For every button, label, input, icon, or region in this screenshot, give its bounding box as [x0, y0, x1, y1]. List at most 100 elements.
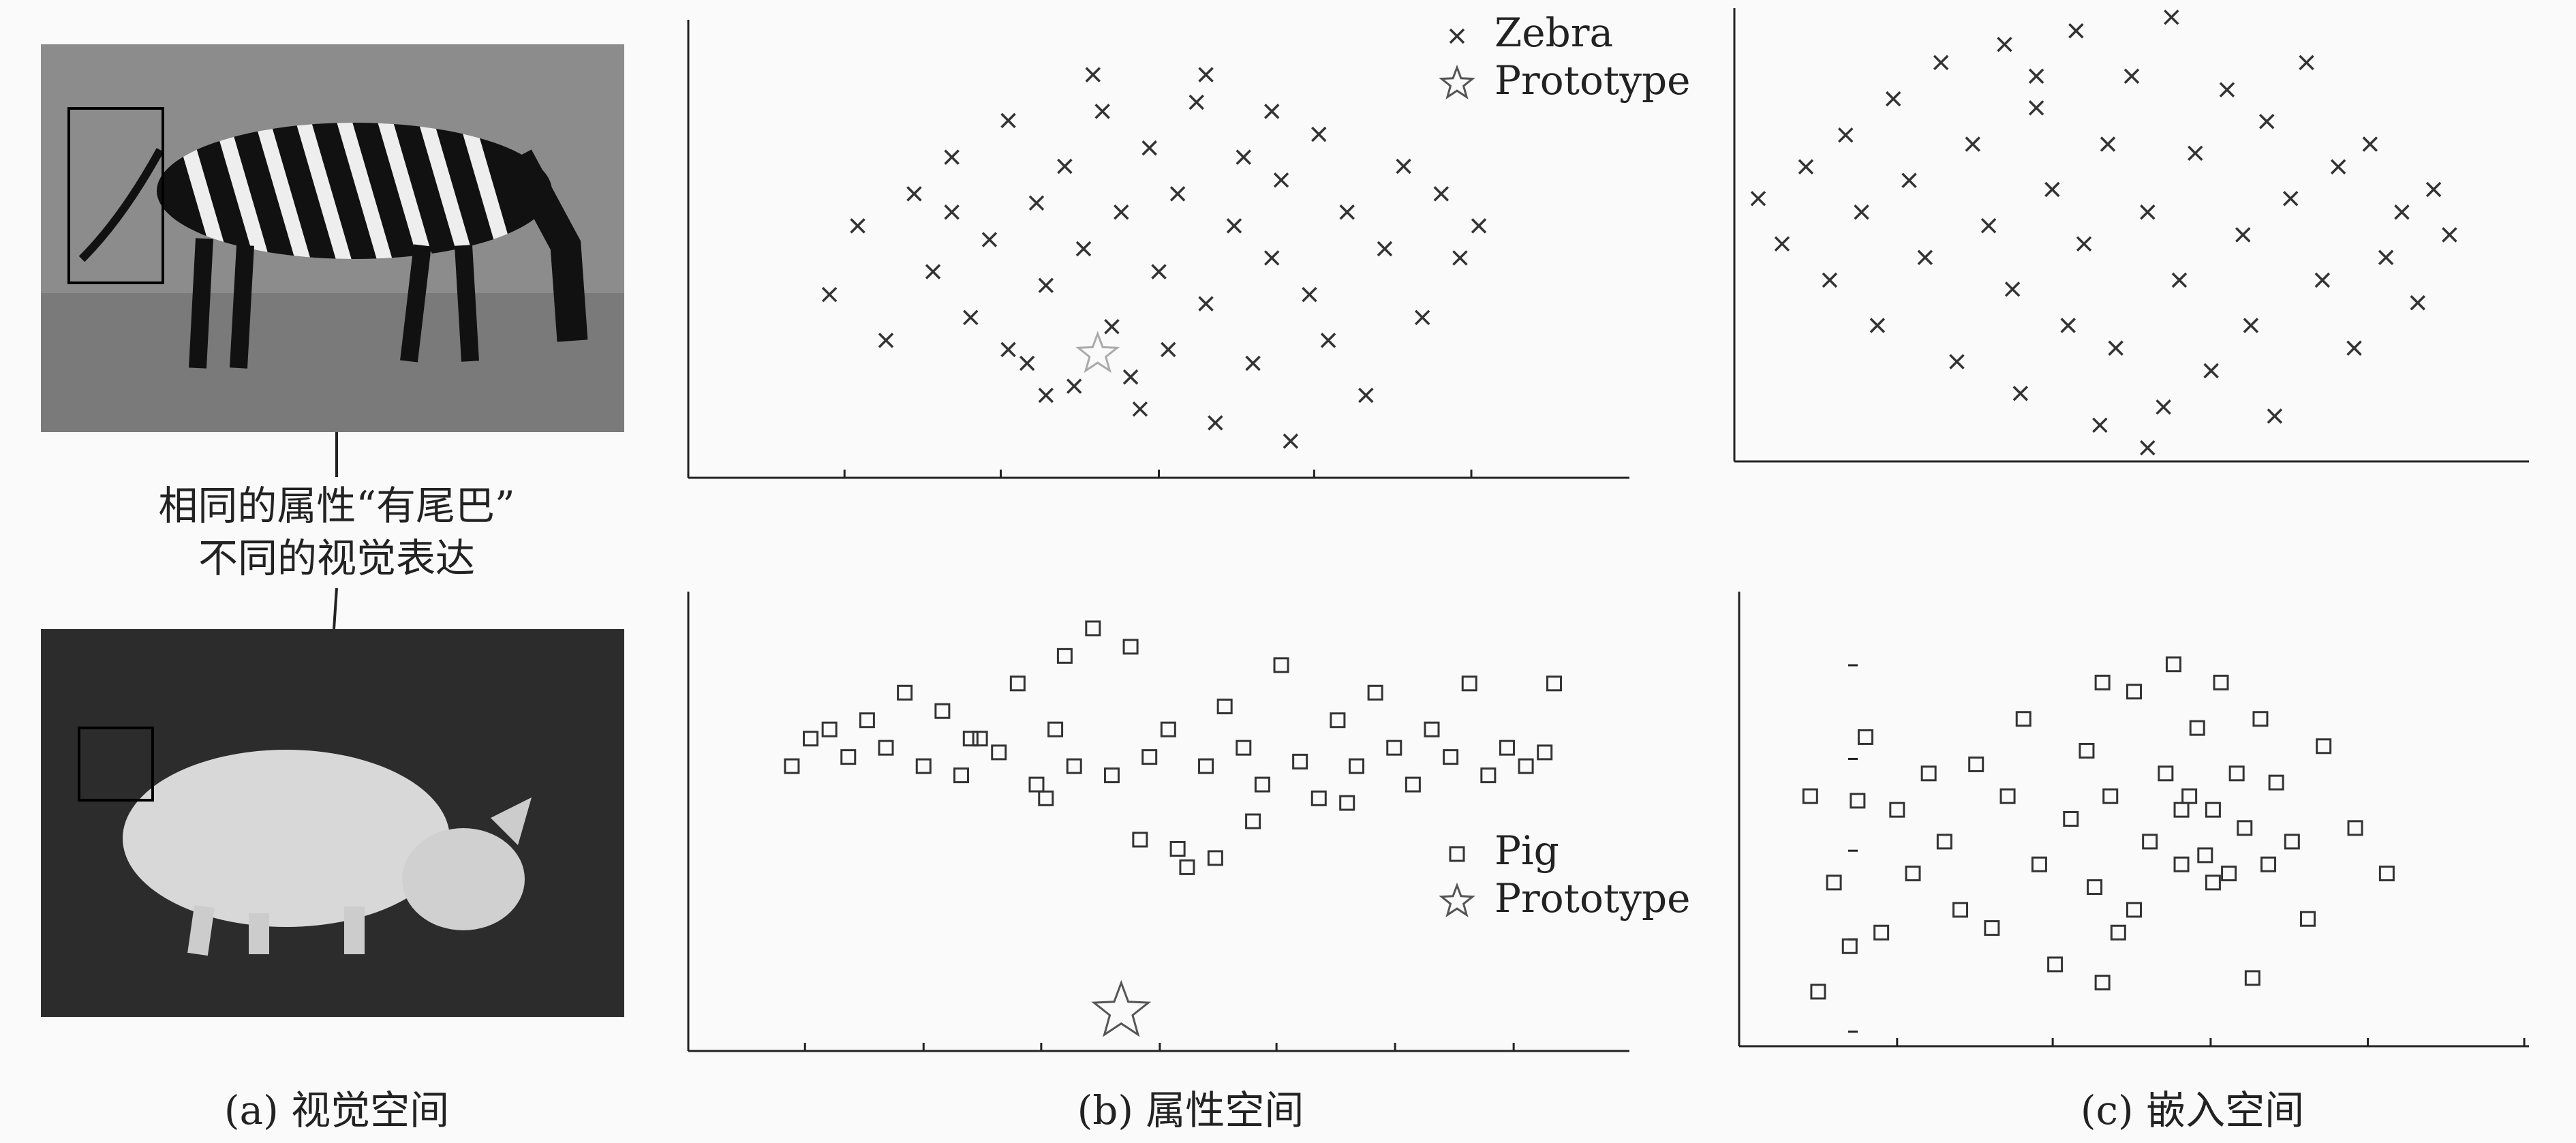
point — [1000, 341, 1016, 358]
annotation: 不同的视觉表达 — [198, 535, 475, 581]
point — [2100, 136, 2116, 152]
point — [1443, 749, 1459, 765]
point — [1226, 218, 1242, 234]
point — [2347, 820, 2363, 836]
point — [972, 731, 988, 747]
point — [1810, 984, 1826, 1000]
point — [1452, 250, 1468, 266]
point — [2140, 204, 2156, 220]
point — [2156, 399, 2171, 415]
point — [1873, 924, 1890, 941]
prototype-star — [1091, 979, 1152, 1037]
point — [1311, 126, 1327, 142]
point — [850, 218, 865, 234]
point — [2442, 227, 2457, 243]
point — [1038, 790, 1054, 806]
point — [2362, 136, 2378, 152]
zebra-photo — [41, 44, 624, 432]
legend-label: Pig — [1494, 827, 1559, 874]
annotation: 相同的属性“有尾巴” — [158, 483, 515, 529]
point — [2330, 159, 2346, 174]
pig-photo — [41, 629, 624, 1017]
point — [1208, 415, 1223, 431]
point — [2188, 145, 2203, 162]
point — [1198, 758, 1214, 774]
legend-marker — [1449, 28, 1465, 44]
point — [1245, 813, 1261, 829]
point — [2284, 834, 2300, 850]
point — [1094, 104, 1110, 119]
point — [2092, 417, 2108, 433]
point — [1461, 675, 1477, 692]
point — [2068, 23, 2084, 39]
point — [2267, 408, 2283, 424]
point — [1302, 286, 1317, 303]
point — [1236, 740, 1252, 756]
point — [2260, 856, 2277, 872]
point — [2394, 204, 2410, 220]
point — [821, 286, 838, 303]
point — [2060, 318, 2076, 333]
point — [1085, 67, 1101, 82]
point — [1518, 758, 1534, 774]
point — [915, 758, 932, 774]
point — [1207, 850, 1223, 866]
point — [2203, 363, 2219, 379]
point — [2126, 684, 2142, 700]
point — [1132, 401, 1148, 417]
point — [953, 767, 969, 784]
point — [1028, 195, 1045, 211]
point — [1216, 699, 1233, 714]
point — [1273, 657, 1289, 673]
point — [906, 186, 922, 202]
point — [991, 744, 1007, 761]
caption: (c) 嵌入空间 — [2081, 1087, 2304, 1133]
point — [878, 333, 894, 348]
point — [1292, 753, 1308, 769]
point — [2094, 674, 2111, 690]
point — [1480, 767, 1497, 784]
point — [1141, 140, 1157, 156]
legend-marker — [1439, 882, 1475, 917]
point — [1433, 186, 1450, 202]
point — [2197, 847, 2213, 864]
point — [1009, 675, 1026, 692]
point — [1028, 776, 1045, 793]
point — [2268, 774, 2284, 791]
point — [1103, 767, 1120, 784]
point — [1546, 675, 1563, 692]
point — [944, 204, 960, 220]
point — [2299, 55, 2314, 71]
point — [2316, 738, 2332, 755]
point — [1936, 834, 1952, 850]
point — [1263, 104, 1280, 119]
point — [1822, 272, 1838, 288]
point — [2173, 802, 2190, 818]
point — [840, 749, 857, 765]
point — [2282, 191, 2299, 207]
point — [1917, 249, 1933, 265]
point — [1386, 740, 1402, 756]
point — [1826, 874, 1842, 891]
point — [1198, 67, 1214, 82]
prototype-star — [1075, 331, 1120, 374]
point — [2142, 834, 2158, 850]
point — [1160, 721, 1176, 737]
point — [1405, 776, 1421, 793]
point — [1798, 159, 1814, 174]
point — [2171, 272, 2188, 288]
point — [1320, 333, 1336, 348]
point — [2258, 114, 2275, 129]
legend-label: Prototype — [1494, 57, 1690, 104]
point — [2087, 879, 2103, 896]
point — [897, 684, 913, 701]
point — [1471, 218, 1487, 234]
point — [1038, 277, 1054, 293]
point — [1869, 318, 1886, 333]
point — [1396, 158, 1411, 174]
point — [2378, 866, 2395, 882]
connector — [333, 588, 338, 630]
point — [2205, 874, 2221, 891]
point — [1169, 840, 1186, 857]
